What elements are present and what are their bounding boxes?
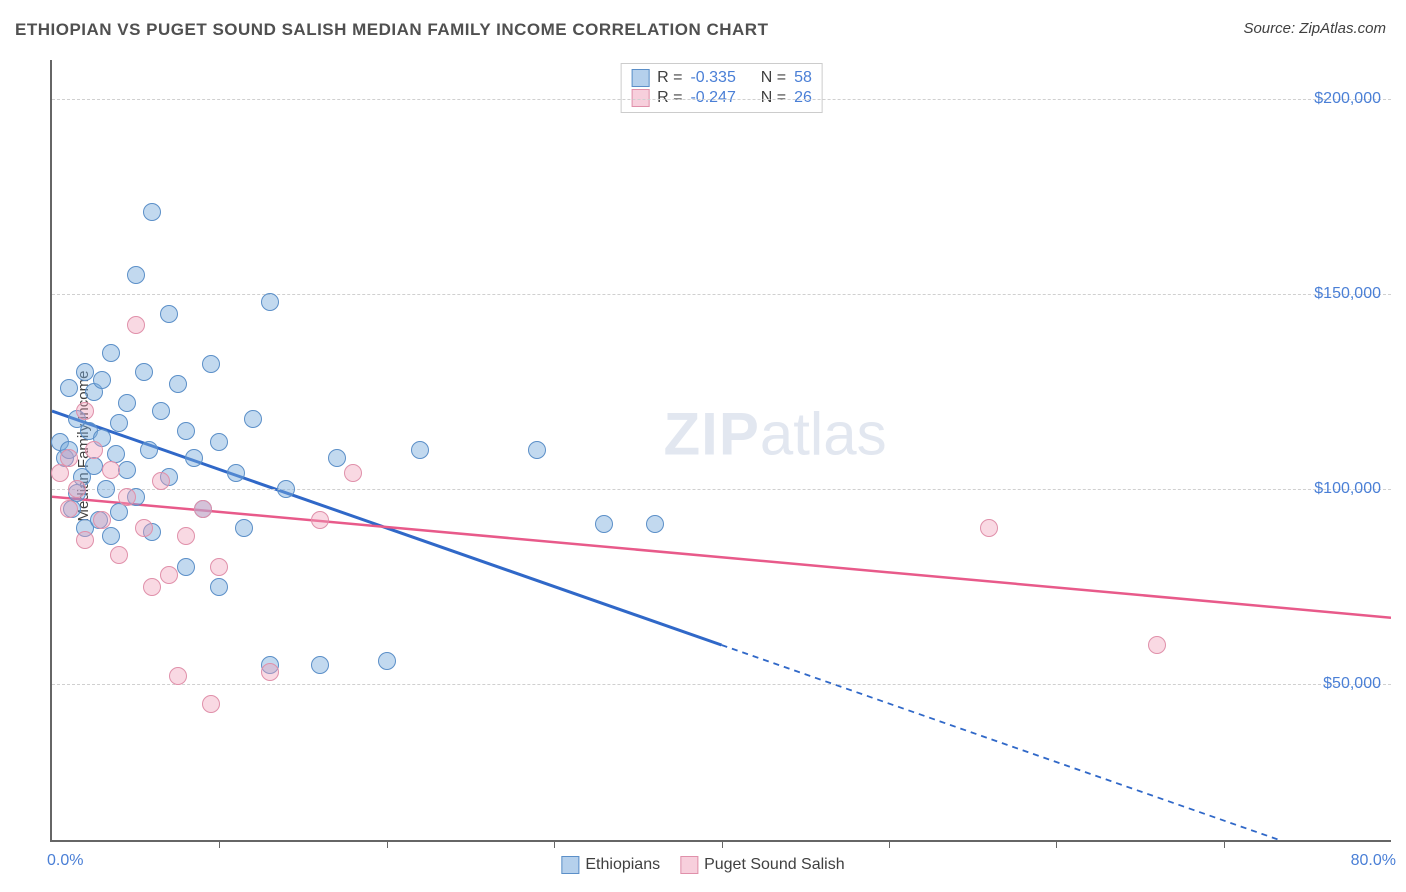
data-point bbox=[68, 480, 86, 498]
data-point bbox=[93, 371, 111, 389]
data-point bbox=[118, 394, 136, 412]
x-tick bbox=[889, 840, 890, 848]
chart-container: ETHIOPIAN VS PUGET SOUND SALISH MEDIAN F… bbox=[0, 0, 1406, 892]
gridline bbox=[52, 294, 1391, 295]
data-point bbox=[177, 527, 195, 545]
data-point bbox=[177, 422, 195, 440]
data-point bbox=[244, 410, 262, 428]
data-point bbox=[76, 531, 94, 549]
data-point bbox=[261, 663, 279, 681]
data-point bbox=[169, 375, 187, 393]
data-point bbox=[210, 433, 228, 451]
data-point bbox=[85, 441, 103, 459]
data-point bbox=[51, 464, 69, 482]
data-point bbox=[110, 503, 128, 521]
data-point bbox=[93, 511, 111, 529]
data-point bbox=[311, 511, 329, 529]
data-point bbox=[160, 566, 178, 584]
swatch-pink-icon bbox=[680, 856, 698, 874]
data-point bbox=[127, 316, 145, 334]
data-point bbox=[110, 546, 128, 564]
data-point bbox=[328, 449, 346, 467]
data-point bbox=[980, 519, 998, 537]
stat-row-ethiopians: R = -0.335 N = 58 bbox=[631, 68, 812, 88]
x-tick bbox=[722, 840, 723, 848]
data-point bbox=[60, 379, 78, 397]
data-point bbox=[261, 293, 279, 311]
data-point bbox=[595, 515, 613, 533]
data-point bbox=[344, 464, 362, 482]
data-point bbox=[1148, 636, 1166, 654]
data-point bbox=[60, 500, 78, 518]
legend-item-ethiopians: Ethiopians bbox=[561, 856, 660, 874]
x-tick bbox=[1056, 840, 1057, 848]
y-tick-label: $150,000 bbox=[1314, 285, 1381, 303]
legend-item-salish: Puget Sound Salish bbox=[680, 856, 845, 874]
plot-area: ZIPatlas R = -0.335 N = 58 R = -0.247 N … bbox=[50, 60, 1391, 842]
data-point bbox=[202, 695, 220, 713]
gridline bbox=[52, 99, 1391, 100]
stat-row-salish: R = -0.247 N = 26 bbox=[631, 88, 812, 108]
data-point bbox=[185, 449, 203, 467]
data-point bbox=[194, 500, 212, 518]
x-axis-min-label: 0.0% bbox=[47, 852, 83, 870]
data-point bbox=[528, 441, 546, 459]
stat-legend: R = -0.335 N = 58 R = -0.247 N = 26 bbox=[620, 63, 823, 113]
data-point bbox=[202, 355, 220, 373]
data-point bbox=[60, 449, 78, 467]
data-point bbox=[235, 519, 253, 537]
swatch-blue-icon bbox=[631, 69, 649, 87]
bottom-legend: Ethiopians Puget Sound Salish bbox=[561, 856, 844, 874]
y-tick-label: $100,000 bbox=[1314, 480, 1381, 498]
x-tick bbox=[219, 840, 220, 848]
data-point bbox=[102, 461, 120, 479]
data-point bbox=[311, 656, 329, 674]
data-point bbox=[210, 578, 228, 596]
data-point bbox=[97, 480, 115, 498]
y-tick-label: $50,000 bbox=[1323, 675, 1381, 693]
x-axis-max-label: 80.0% bbox=[1351, 852, 1396, 870]
x-tick bbox=[1224, 840, 1225, 848]
data-point bbox=[143, 578, 161, 596]
data-point bbox=[118, 461, 136, 479]
swatch-blue-icon bbox=[561, 856, 579, 874]
data-point bbox=[277, 480, 295, 498]
data-point bbox=[177, 558, 195, 576]
data-point bbox=[227, 464, 245, 482]
data-point bbox=[135, 363, 153, 381]
x-tick bbox=[554, 840, 555, 848]
gridline bbox=[52, 684, 1391, 685]
data-point bbox=[102, 527, 120, 545]
gridline bbox=[52, 489, 1391, 490]
x-tick bbox=[387, 840, 388, 848]
data-point bbox=[152, 472, 170, 490]
data-point bbox=[411, 441, 429, 459]
data-point bbox=[127, 266, 145, 284]
y-tick-label: $200,000 bbox=[1314, 90, 1381, 108]
swatch-pink-icon bbox=[631, 89, 649, 107]
data-point bbox=[118, 488, 136, 506]
data-point bbox=[160, 305, 178, 323]
source-attribution: Source: ZipAtlas.com bbox=[1243, 20, 1386, 37]
data-point bbox=[102, 344, 120, 362]
data-point bbox=[646, 515, 664, 533]
data-point bbox=[110, 414, 128, 432]
data-point bbox=[143, 203, 161, 221]
data-point bbox=[169, 667, 187, 685]
data-point bbox=[140, 441, 158, 459]
data-point bbox=[210, 558, 228, 576]
data-point bbox=[152, 402, 170, 420]
data-point bbox=[76, 402, 94, 420]
data-point bbox=[378, 652, 396, 670]
regression-lines bbox=[52, 60, 1391, 840]
data-point bbox=[135, 519, 153, 537]
data-point bbox=[85, 457, 103, 475]
watermark: ZIPatlas bbox=[664, 400, 887, 469]
chart-title: ETHIOPIAN VS PUGET SOUND SALISH MEDIAN F… bbox=[15, 20, 768, 40]
data-point bbox=[76, 363, 94, 381]
